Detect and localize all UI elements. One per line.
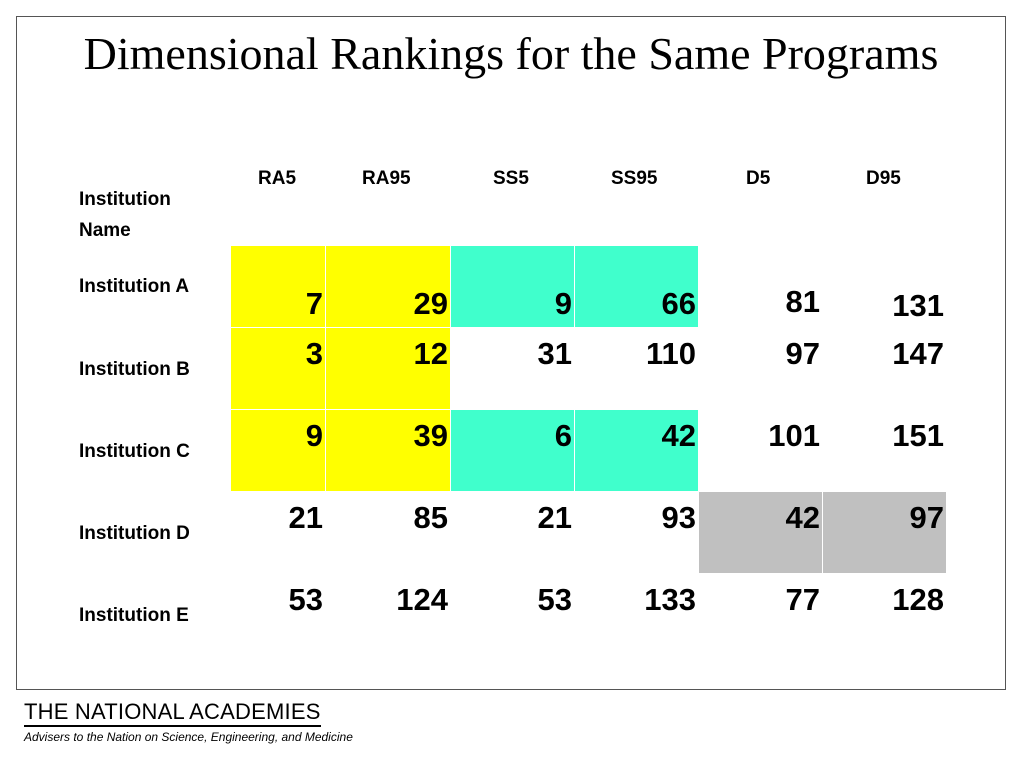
table-cell: 147	[892, 336, 944, 371]
row-label-institution-e: Institution E	[79, 605, 189, 626]
table-cell: 133	[644, 582, 696, 617]
table-cell: 6	[451, 410, 574, 491]
org-name: THE NATIONAL ACADEMIES	[24, 700, 321, 727]
table-cell: 12	[326, 328, 450, 409]
table-cell: 53	[288, 582, 323, 617]
table-cell: 29	[326, 246, 450, 327]
column-header-ss95: SS95	[611, 168, 658, 189]
table-cell: 53	[537, 582, 572, 617]
table-cell: 21	[537, 500, 572, 535]
row-label-institution-d: Institution D	[79, 523, 190, 544]
table-cell: 97	[785, 336, 820, 371]
table-cell: 93	[661, 500, 696, 535]
table-cell: 131	[892, 288, 944, 323]
table-cell: 128	[892, 582, 944, 617]
table-cell: 7	[231, 246, 325, 327]
column-header-d95: D95	[866, 168, 901, 189]
table-cell: 39	[326, 410, 450, 491]
column-header-d5: D5	[746, 168, 771, 189]
table-cell: 101	[768, 418, 820, 453]
table-cell: 97	[823, 492, 946, 573]
slide-frame	[16, 16, 1006, 690]
table-cell: 31	[537, 336, 572, 371]
column-header-ra5: RA5	[258, 168, 297, 189]
table-cell: 110	[645, 336, 696, 371]
column-header-ra95: RA95	[362, 168, 411, 189]
table-cell: 81	[785, 284, 820, 319]
table-cell: 42	[575, 410, 698, 491]
table-cell: 151	[892, 418, 944, 453]
row-label-institution-b: Institution B	[79, 359, 190, 380]
slide-title: Dimensional Rankings for the Same Progra…	[83, 28, 939, 79]
org-tagline: Advisers to the Nation on Science, Engin…	[24, 730, 353, 744]
table-cell: 85	[413, 500, 448, 535]
institution-name-header: Institution Name	[79, 189, 171, 241]
table-cell: 3	[231, 328, 325, 409]
row-label-institution-c: Institution C	[79, 441, 190, 462]
table-cell: 124	[396, 582, 448, 617]
column-header-ss5: SS5	[493, 168, 529, 189]
table-cell: 42	[699, 492, 822, 573]
row-label-institution-a: Institution A	[79, 276, 190, 297]
table-cell: 21	[288, 500, 323, 535]
table-cell: 9	[451, 246, 574, 327]
table-cell: 77	[785, 582, 820, 617]
table-cell: 66	[575, 246, 698, 327]
table-cell: 9	[231, 410, 325, 491]
